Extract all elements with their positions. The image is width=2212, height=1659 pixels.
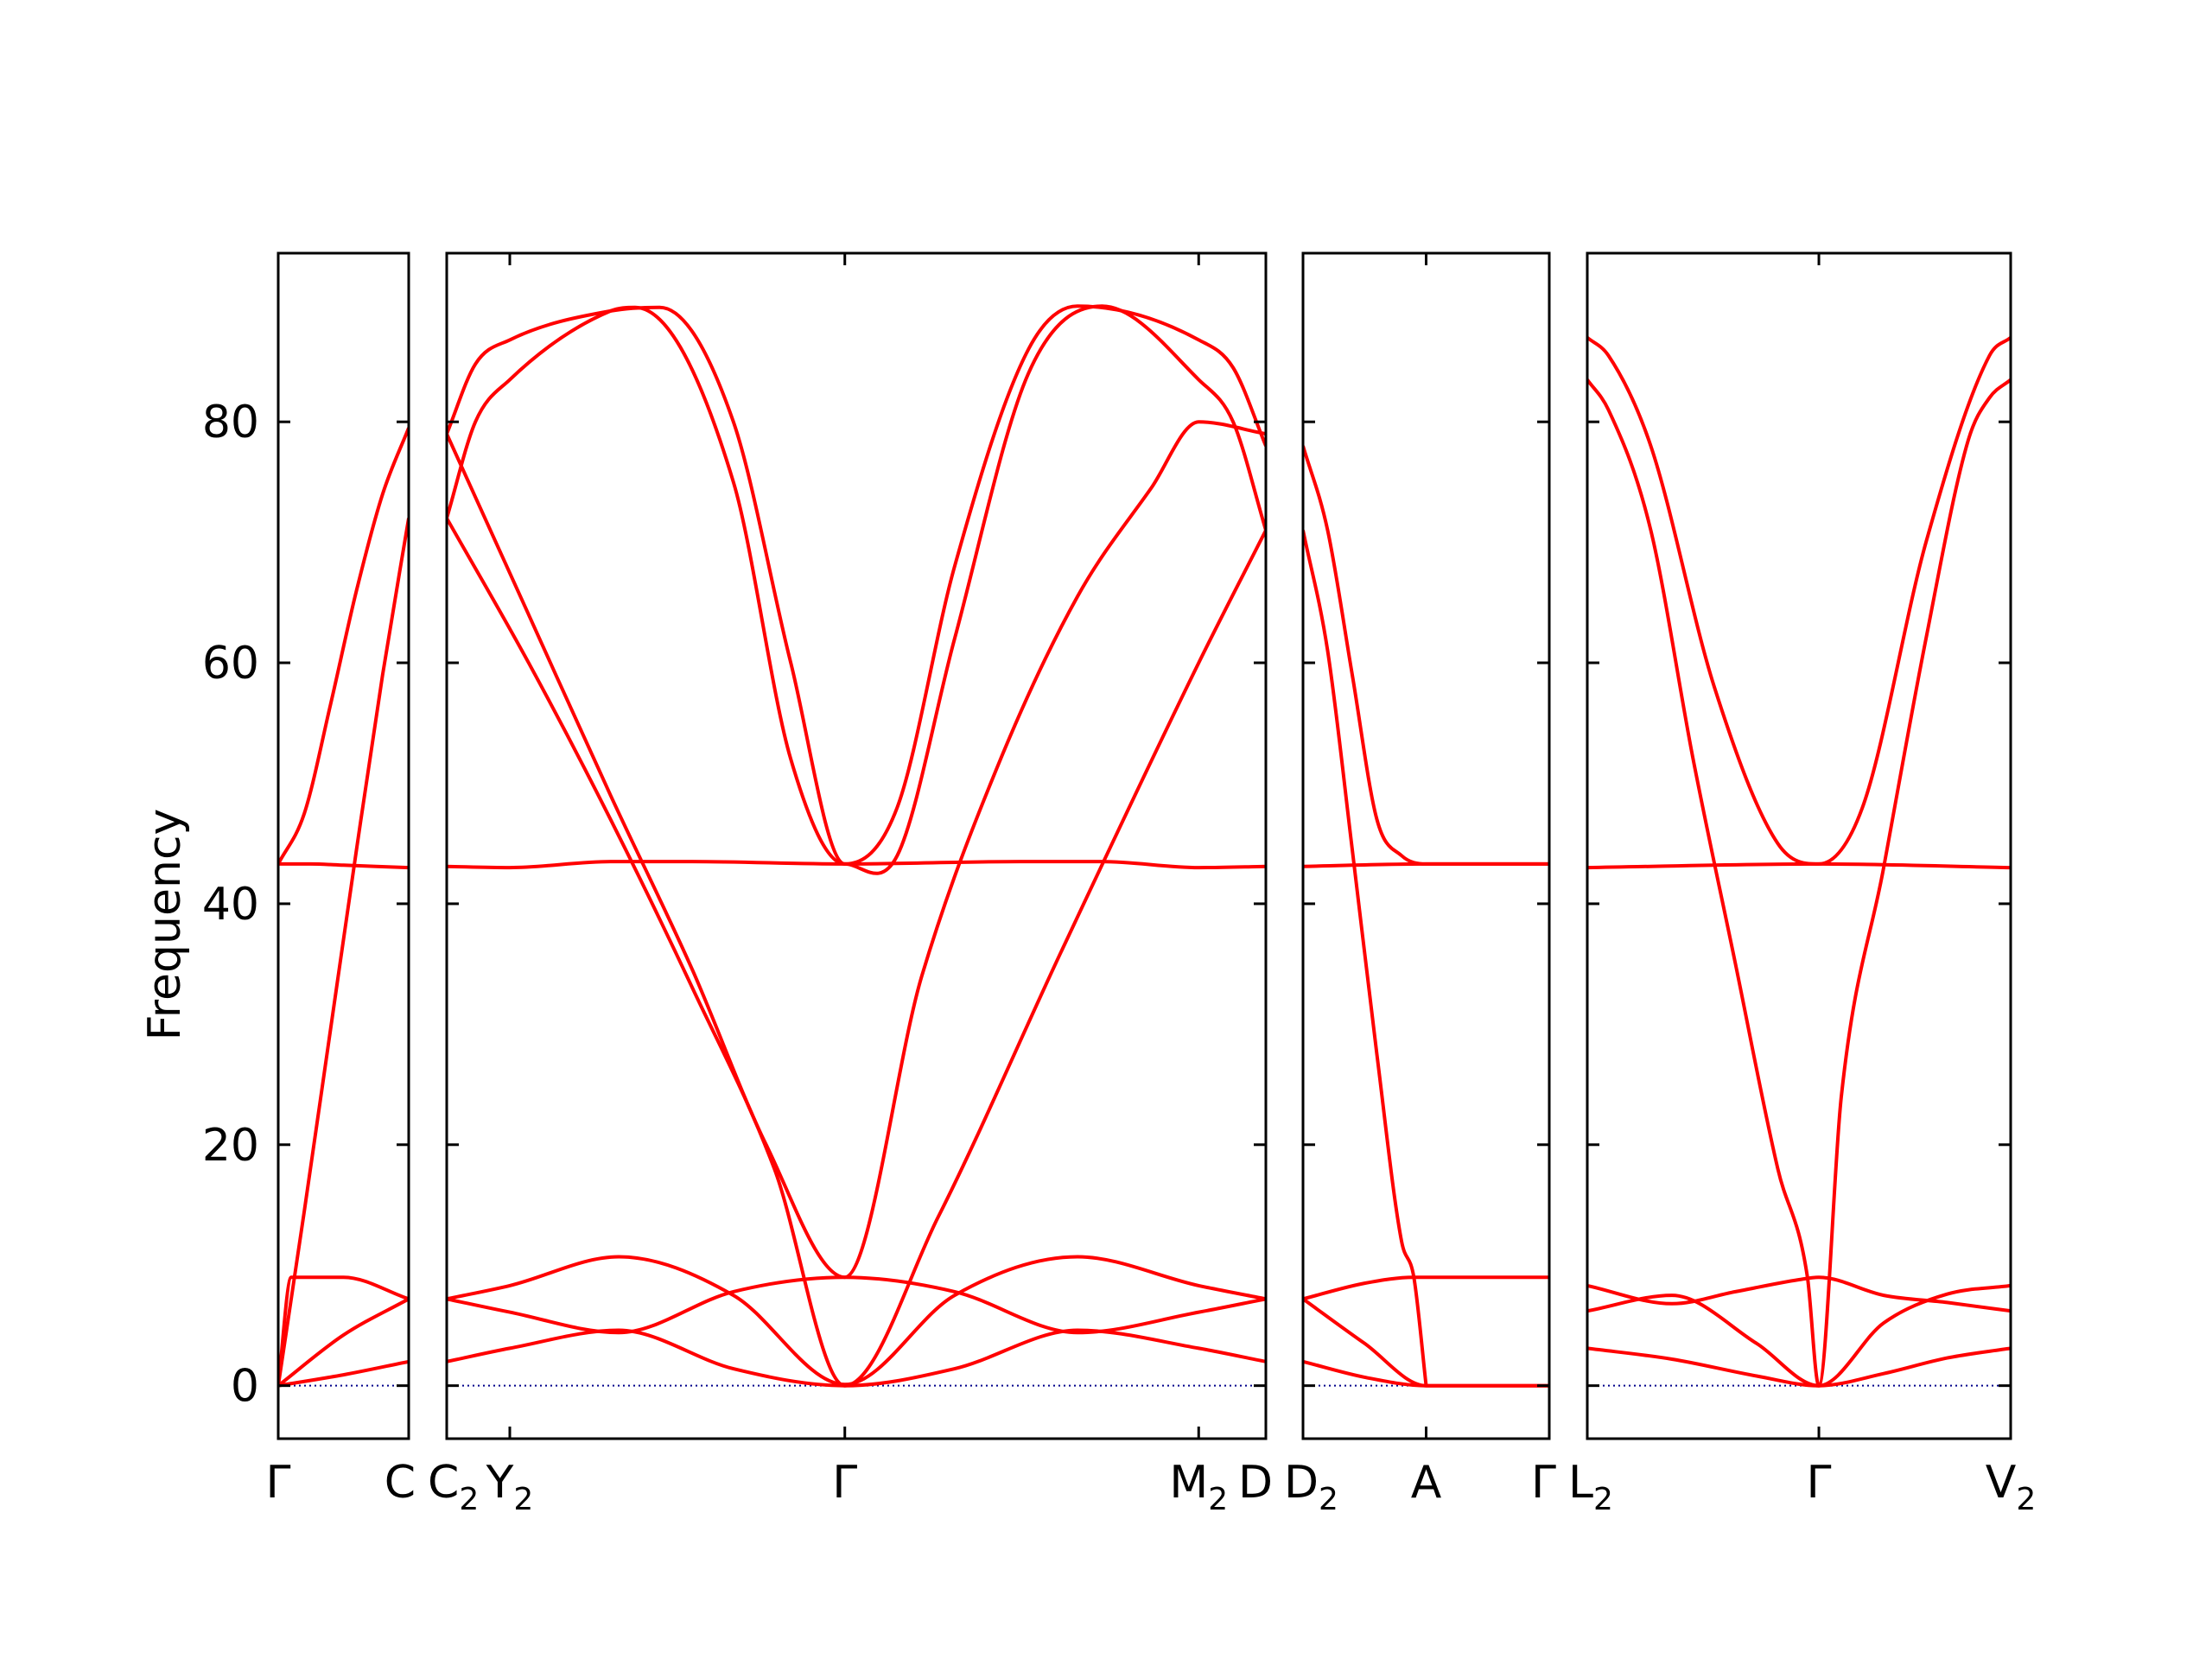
y-tick-label: 20: [202, 1120, 259, 1172]
y-tick-label: 0: [231, 1361, 259, 1413]
x-tick-label-base: Γ: [266, 1457, 291, 1509]
y-tick-label: 80: [202, 397, 259, 448]
band-line-4: [1587, 1275, 2011, 1313]
band-line-6: [1587, 1346, 2011, 1388]
x-tick-label-base: Y: [486, 1457, 514, 1509]
x-tick-label-base: M: [1169, 1457, 1208, 1509]
band-line-3: [1303, 530, 1428, 1386]
band-line-6: [1303, 1359, 1549, 1388]
x-tick-label: Y2: [486, 1457, 534, 1517]
x-tick-label-sub: 2: [1208, 1482, 1228, 1517]
x-tick-label-base: D: [1238, 1457, 1273, 1509]
panel-2: C2 Y2 Γ M2 D: [428, 251, 1273, 1517]
band-line-1: [278, 861, 409, 870]
y-axis: 0 20 40 60 80: [202, 397, 259, 1412]
x-tick-label: A: [1411, 1457, 1442, 1509]
panels-layer: Γ C C2 Y2 Γ M2 D D2 A Γ L2 Γ V2: [266, 251, 2036, 1517]
band-group: [1303, 445, 1549, 1388]
band-line-2: [278, 427, 409, 865]
band-line-2: [1587, 336, 2011, 866]
panel-4: L2 Γ V2: [1568, 251, 2036, 1517]
x-tick-label: Γ: [266, 1457, 291, 1509]
panel-3: D2 A Γ: [1284, 251, 1556, 1517]
band-group: [1587, 336, 2011, 1388]
x-tick-label: D: [1238, 1457, 1273, 1509]
band-line-2: [1303, 445, 1549, 866]
x-tick-label: M2: [1169, 1457, 1228, 1517]
y-tick-label: 40: [202, 879, 259, 931]
x-tick-label-base: Γ: [1807, 1457, 1832, 1509]
band-line-5: [447, 517, 1266, 1388]
band-line-7: [447, 1275, 1266, 1335]
band-line-3: [278, 518, 409, 1386]
x-tick-label: Γ: [832, 1457, 857, 1509]
x-tick-label-base: L: [1568, 1457, 1593, 1509]
x-tick-label: L2: [1568, 1457, 1613, 1517]
band-group: [447, 304, 1266, 1388]
band-line-4: [278, 1275, 409, 1386]
x-tick-label-base: V: [1986, 1457, 2017, 1509]
band-group: [278, 427, 409, 1388]
band-line-3: [447, 304, 1266, 875]
x-tick-label-base: Γ: [1531, 1457, 1556, 1509]
x-tick-label-sub: 2: [1593, 1482, 1613, 1517]
x-tick-label: C: [385, 1457, 416, 1509]
x-tick-label-sub: 2: [513, 1482, 533, 1517]
panel-frame: [1586, 251, 2012, 1440]
band-line-6: [278, 1359, 409, 1388]
x-tick-label-base: C: [385, 1457, 416, 1509]
x-tick-label: C2: [428, 1457, 479, 1517]
panel-frame: [1301, 251, 1551, 1440]
x-tick-label-sub: 2: [1319, 1482, 1338, 1517]
panel-frame: [276, 251, 410, 1440]
x-tick-label-sub: 2: [459, 1482, 479, 1517]
band-line-8: [447, 1328, 1266, 1388]
x-tick-label-base: A: [1411, 1457, 1442, 1509]
x-tick-label: D2: [1284, 1457, 1338, 1517]
band-line-1: [1587, 861, 2011, 870]
x-tick-label-sub: 2: [2016, 1482, 2036, 1517]
x-tick-label-base: C: [428, 1457, 459, 1509]
band-line-4: [1303, 1275, 1549, 1301]
x-tick-label: Γ: [1531, 1457, 1556, 1509]
x-tick-label-base: D: [1284, 1457, 1319, 1509]
y-tick-label: 60: [202, 638, 259, 690]
x-tick-label: V2: [1986, 1457, 2036, 1517]
band-line-5: [278, 1297, 409, 1388]
band-line-4: [447, 420, 1266, 1280]
band-line-3: [1587, 378, 2011, 1388]
y-axis-label: Frequency: [139, 809, 191, 1041]
x-tick-label: Γ: [1807, 1457, 1832, 1509]
panel-frame: [445, 251, 1268, 1440]
x-tick-label-base: Γ: [832, 1457, 857, 1509]
